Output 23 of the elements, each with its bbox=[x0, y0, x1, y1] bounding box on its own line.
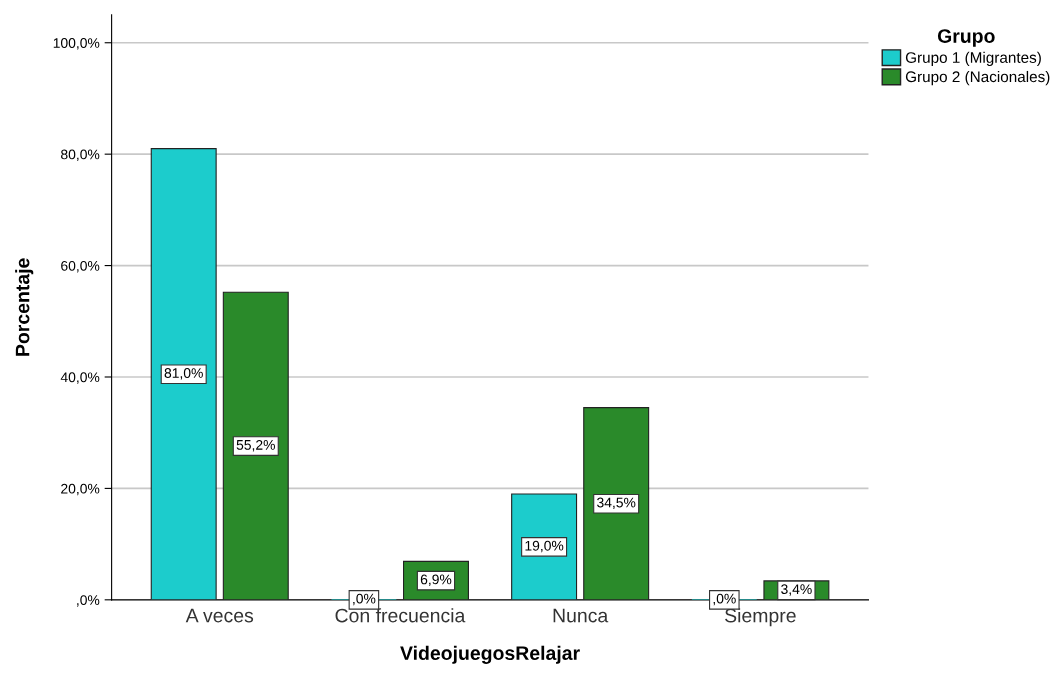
legend-label: Grupo 1 (Migrantes) bbox=[905, 51, 1041, 66]
data-label: 19,0% bbox=[525, 540, 564, 553]
y-axis-title: Porcentaje bbox=[15, 258, 34, 356]
y-tick-label: ,0% bbox=[77, 595, 100, 607]
data-label: 34,5% bbox=[597, 497, 636, 510]
y-tick-label: 100,0% bbox=[53, 38, 100, 50]
data-label: ,0% bbox=[713, 593, 736, 606]
x-tick-label: Con frecuencia bbox=[335, 608, 466, 623]
x-tick-label: Siempre bbox=[725, 608, 796, 627]
y-tick-label: 20,0% bbox=[61, 483, 100, 496]
data-label: 3,4% bbox=[781, 584, 812, 596]
data-label: 81,0% bbox=[164, 368, 203, 380]
data-label: ,0% bbox=[353, 593, 376, 606]
x-tick-label: A veces bbox=[185, 608, 254, 623]
y-tick-label: 60,0% bbox=[61, 260, 100, 273]
x-axis-title: VideojuegosRelajar bbox=[400, 645, 580, 664]
data-label: 6,9% bbox=[420, 574, 452, 586]
legend-label: Grupo 2 (Nacionales) bbox=[905, 70, 1050, 86]
x-tick-label: Nunca bbox=[553, 608, 609, 623]
data-label: 55,2% bbox=[236, 439, 275, 452]
y-tick-label: 80,0% bbox=[61, 149, 100, 161]
legend-title: Grupo bbox=[937, 29, 995, 47]
y-tick-label: 40,0% bbox=[60, 372, 100, 384]
